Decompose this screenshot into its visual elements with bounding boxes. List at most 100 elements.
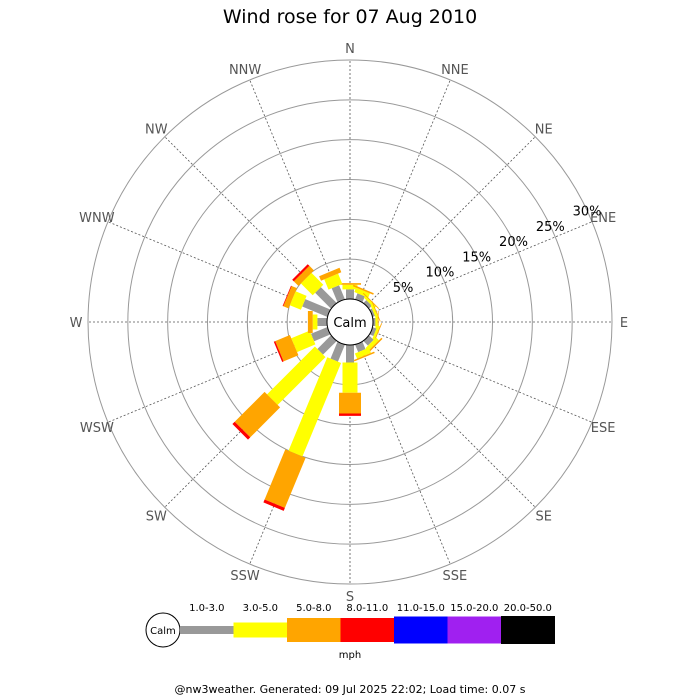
bar-ne-bin-1 xyxy=(363,300,372,309)
direction-label-sse: SSE xyxy=(443,569,468,584)
calm-circle xyxy=(326,298,374,346)
legend-label-4: 8.0-11.0 xyxy=(346,603,388,614)
grid-ring-10 xyxy=(246,218,454,426)
bar-wsw-bin-1 xyxy=(311,327,331,342)
bar-sse-bin-1 xyxy=(355,341,366,353)
bar-wnw-bin-2 xyxy=(289,291,307,310)
legend-swatch-2 xyxy=(233,622,288,638)
bar-sw-bin-3 xyxy=(234,391,281,438)
bar-wnw-bin-3 xyxy=(283,286,297,309)
bar-s-bin-3 xyxy=(339,392,361,414)
bar-se-bin-2 xyxy=(365,337,379,351)
legend-swatch-5 xyxy=(394,616,448,644)
legend-calm-label: Calm xyxy=(150,626,176,637)
bar-e-bin-1 xyxy=(373,318,376,326)
direction-label-s: S xyxy=(346,590,354,605)
radial-tick-10: 10% xyxy=(425,266,454,281)
calm-label: Calm xyxy=(333,316,366,331)
legend-label-2: 3.0-5.0 xyxy=(243,603,278,614)
bar-ssw-bin-3 xyxy=(264,449,306,508)
bar-nnw-bin-3 xyxy=(319,267,342,281)
direction-label-sw: SW xyxy=(146,510,167,525)
legend-label-3: 5.0-8.0 xyxy=(296,603,331,614)
bar-nnw-bin-2 xyxy=(324,273,343,290)
direction-label-wnw: WNW xyxy=(79,211,115,226)
bar-w-bin-1 xyxy=(317,318,327,326)
bar-wnw-bin-4 xyxy=(282,285,292,307)
bar-n-bin-3 xyxy=(339,283,361,285)
bar-nne-bin-2 xyxy=(354,287,370,298)
bar-ssw-bin-2 xyxy=(288,357,342,457)
grid-ring-30 xyxy=(87,59,613,585)
direction-label-ne: NE xyxy=(535,122,553,137)
bar-wsw-bin-3 xyxy=(275,335,299,362)
direction-label-wsw: WSW xyxy=(80,421,114,436)
chart-title: Wind rose for 07 Aug 2010 xyxy=(222,6,478,28)
bar-s-bin-2 xyxy=(342,362,358,393)
bar-nne-bin-3 xyxy=(352,284,374,295)
legend-label-1: 1.0-3.0 xyxy=(189,603,224,614)
radial-tick-15: 15% xyxy=(462,251,491,266)
bar-s-bin-4 xyxy=(339,413,361,416)
direction-labels: N NNE NE ENE E ESE SE SSE S SSW SW WSW W WNW NW NNW xyxy=(70,42,629,605)
radial-tick-labels: 5% 10% 15% 20% 25% 30% xyxy=(393,205,602,296)
bar-wsw-bin-2 xyxy=(291,330,316,353)
legend-label-7: 20.0-50.0 xyxy=(504,603,552,614)
direction-label-nw: NW xyxy=(145,122,168,137)
radial-tick-20: 20% xyxy=(499,235,528,250)
bar-sse-bin-3 xyxy=(353,351,375,362)
grid-ring-25 xyxy=(127,99,573,545)
bar-ne-bin-3 xyxy=(363,292,380,309)
bar-wsw-bin-4 xyxy=(273,341,284,362)
legend-swatch-7 xyxy=(501,616,555,644)
bar-s-bin-1 xyxy=(346,345,354,363)
polar-grid xyxy=(87,59,613,585)
direction-label-se: SE xyxy=(535,510,551,525)
radial-tick-30: 30% xyxy=(573,205,602,220)
legend-label-6: 15.0-20.0 xyxy=(450,603,498,614)
bar-se-bin-3 xyxy=(365,337,383,355)
wind-bars xyxy=(232,264,383,511)
bar-ssw-bin-4 xyxy=(263,499,285,511)
bar-nw-bin-3 xyxy=(293,265,314,286)
bar-ene-bin-1 xyxy=(369,308,375,317)
bar-w-bin-3 xyxy=(307,311,313,333)
bar-nw-bin-1 xyxy=(315,287,337,309)
legend-label-5: 11.0-15.0 xyxy=(397,603,445,614)
grid-ring-15 xyxy=(207,179,493,465)
direction-label-n: N xyxy=(345,42,355,57)
bar-nnw-bin-1 xyxy=(331,285,345,303)
direction-label-ssw: SSW xyxy=(230,569,260,584)
footer-text: @nw3weather. Generated: 09 Jul 2025 22:0… xyxy=(174,683,526,696)
bar-ese-bin-2 xyxy=(372,325,380,341)
bar-sw-bin-2 xyxy=(267,346,326,405)
bar-nw-bin-4 xyxy=(292,264,310,282)
bar-se-bin-1 xyxy=(363,335,374,346)
legend-swatch-6 xyxy=(447,616,502,644)
direction-label-nnw: NNW xyxy=(229,63,261,78)
bar-nw-bin-2 xyxy=(300,272,324,296)
bar-sw-bin-4 xyxy=(232,421,251,440)
bar-e-bin-2 xyxy=(375,314,378,330)
bar-n-bin-1 xyxy=(346,289,354,299)
radial-tick-25: 25% xyxy=(536,220,565,235)
direction-label-ese: ESE xyxy=(591,421,616,436)
bar-sse-bin-2 xyxy=(354,347,371,359)
legend-swatch-1 xyxy=(180,626,234,634)
bar-ssw-bin-1 xyxy=(330,341,345,362)
legend-swatch-3 xyxy=(287,618,341,642)
direction-label-ene: ENE xyxy=(590,211,616,226)
bar-sw-bin-1 xyxy=(317,335,337,355)
calm-center: Calm xyxy=(326,298,374,346)
direction-label-nne: NNE xyxy=(441,63,469,78)
bar-wnw-bin-1 xyxy=(302,299,331,317)
bar-ese-bin-1 xyxy=(369,327,377,336)
speed-legend: Calm 1.0-3.0 3.0-5.0 5.0-8.0 8.0-11.0 11.0-15… xyxy=(145,603,555,661)
legend-unit-label: mph xyxy=(339,650,361,661)
direction-label-e: E xyxy=(620,316,628,331)
radial-tick-5: 5% xyxy=(393,281,414,296)
bar-w-bin-2 xyxy=(312,314,318,330)
grid-ring-20 xyxy=(167,139,533,505)
direction-label-w: W xyxy=(70,316,83,331)
